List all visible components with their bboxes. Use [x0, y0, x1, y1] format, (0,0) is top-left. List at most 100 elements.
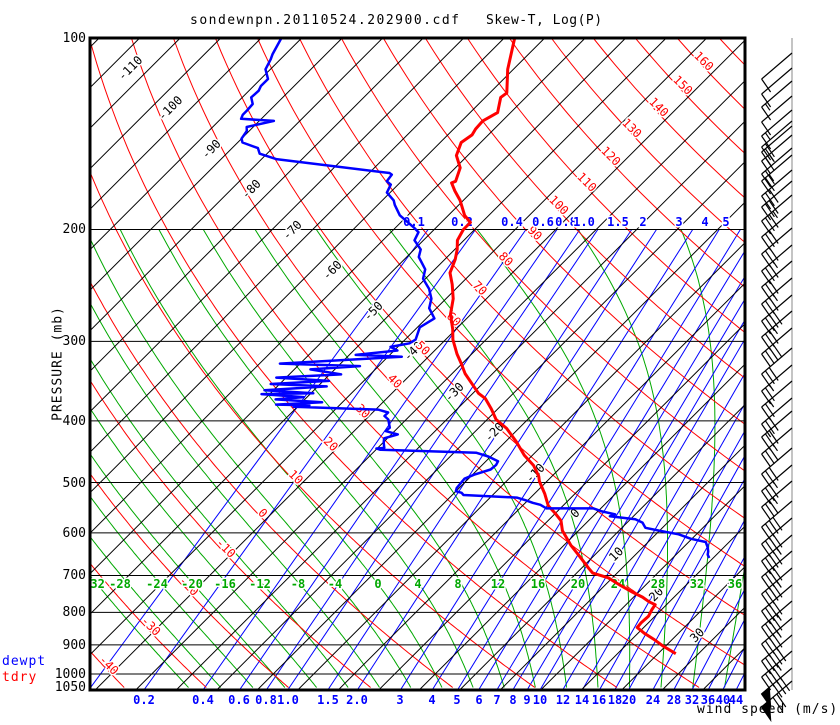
- svg-text:30: 30: [353, 401, 373, 421]
- svg-text:1.5: 1.5: [317, 693, 339, 707]
- svg-text:0: 0: [374, 577, 381, 591]
- mixing-ratio-lines: [90, 229, 745, 690]
- svg-text:36: 36: [728, 577, 742, 591]
- moist-adiabat-lines: [90, 229, 745, 688]
- svg-text:70: 70: [470, 278, 490, 298]
- svg-text:200: 200: [63, 222, 86, 237]
- svg-text:20: 20: [622, 693, 636, 707]
- svg-text:-80: -80: [239, 177, 264, 202]
- svg-text:28: 28: [651, 577, 665, 591]
- svg-text:4: 4: [414, 577, 421, 591]
- svg-text:44: 44: [729, 693, 743, 707]
- svg-text:0.4: 0.4: [192, 693, 214, 707]
- svg-text:6: 6: [475, 693, 482, 707]
- svg-text:9: 9: [523, 693, 530, 707]
- svg-text:130: 130: [619, 116, 644, 141]
- moist-adiabat-labels: -32 -28 -24 -20 -16 -12 -8 -4 0 4 8 12 16 20 24 28 32 36: [83, 576, 744, 593]
- svg-text:1000: 1000: [55, 667, 86, 682]
- svg-text:5: 5: [453, 693, 460, 707]
- pressure-grid-lines: [90, 229, 745, 675]
- svg-text:14: 14: [575, 693, 589, 707]
- svg-text:700: 700: [63, 568, 86, 583]
- svg-text:100: 100: [546, 193, 571, 218]
- bottom-axis-labels: 0.2 0.4 0.6 0.8 1.0 1.5 2.0 3 4 5 6 7 8 9 10 12 14 16 18 20…: [133, 693, 743, 707]
- svg-text:40: 40: [385, 371, 405, 391]
- svg-text:10: 10: [533, 693, 547, 707]
- svg-text:12: 12: [491, 577, 505, 591]
- svg-text:12: 12: [556, 693, 570, 707]
- svg-text:-70: -70: [280, 218, 305, 243]
- svg-text:0.6: 0.6: [228, 693, 250, 707]
- svg-text:18: 18: [608, 693, 622, 707]
- svg-text:4: 4: [701, 215, 708, 229]
- svg-text:40: 40: [716, 693, 730, 707]
- svg-text:900: 900: [63, 638, 86, 653]
- plot-border: [88, 36, 747, 692]
- mixing-ratio-top-labels: 0.1 0.2 0.4 0.6 0.81.0 1.5 2 3 4 5: [402, 214, 731, 231]
- svg-text:0.1: 0.1: [403, 215, 425, 229]
- svg-text:0.8: 0.8: [255, 693, 277, 707]
- svg-text:-16: -16: [214, 577, 236, 591]
- svg-text:24: 24: [646, 693, 660, 707]
- svg-text:1.5: 1.5: [607, 215, 629, 229]
- svg-text:16: 16: [531, 577, 545, 591]
- svg-text:32: 32: [690, 577, 704, 591]
- svg-text:-20: -20: [181, 577, 203, 591]
- svg-text:28: 28: [667, 693, 681, 707]
- svg-text:-28: -28: [109, 577, 131, 591]
- svg-text:100: 100: [63, 31, 86, 46]
- svg-text:20: 20: [321, 434, 341, 454]
- svg-text:16: 16: [592, 693, 606, 707]
- svg-text:3: 3: [396, 693, 403, 707]
- svg-text:8: 8: [454, 577, 461, 591]
- svg-text:36: 36: [701, 693, 715, 707]
- chart-title: sondewnpn.20110524.202900.cdf: [190, 13, 461, 28]
- svg-text:-32: -32: [83, 577, 105, 591]
- svg-text:110: 110: [574, 170, 599, 195]
- svg-text:-50: -50: [361, 299, 386, 324]
- svg-text:60: 60: [444, 309, 464, 329]
- svg-text:0.2: 0.2: [133, 693, 155, 707]
- svg-text:160: 160: [691, 49, 716, 74]
- svg-text:2.0: 2.0: [346, 693, 368, 707]
- svg-text:-12: -12: [249, 577, 271, 591]
- svg-text:-90: -90: [199, 137, 224, 162]
- chart-subtitle: Skew-T, Log(P): [486, 13, 603, 28]
- svg-text:-8: -8: [291, 577, 305, 591]
- tdry-curve: [448, 38, 677, 655]
- svg-text:1.0: 1.0: [573, 215, 595, 229]
- wind-speed-axis-label: wind speed (m/s): [697, 702, 839, 717]
- svg-text:0.4: 0.4: [501, 215, 523, 229]
- svg-text:-24: -24: [146, 577, 168, 591]
- svg-text:80: 80: [496, 249, 516, 269]
- svg-text:500: 500: [63, 476, 86, 491]
- legend-tdry: tdry: [2, 670, 38, 685]
- svg-text:-4: -4: [328, 577, 342, 591]
- svg-text:140: 140: [646, 95, 671, 120]
- svg-text:1050: 1050: [55, 680, 86, 695]
- svg-text:800: 800: [63, 605, 86, 620]
- dewpt-curve: [239, 38, 711, 559]
- svg-text:0.6: 0.6: [532, 215, 554, 229]
- svg-text:2: 2: [639, 215, 646, 229]
- svg-text:-10: -10: [213, 536, 238, 561]
- svg-text:-20: -20: [482, 420, 507, 445]
- svg-text:8: 8: [509, 693, 516, 707]
- svg-text:7: 7: [493, 693, 500, 707]
- svg-text:0.8: 0.8: [555, 215, 577, 229]
- svg-text:5: 5: [722, 215, 729, 229]
- legend-dewpt: dewpt: [2, 654, 47, 669]
- svg-text:10: 10: [286, 467, 306, 487]
- svg-text:20: 20: [571, 577, 585, 591]
- svg-text:-60: -60: [320, 258, 345, 283]
- svg-text:400: 400: [63, 414, 86, 429]
- svg-text:3: 3: [675, 215, 682, 229]
- svg-text:4: 4: [428, 693, 435, 707]
- svg-text:300: 300: [63, 334, 86, 349]
- svg-text:32: 32: [685, 693, 699, 707]
- svg-text:1.0: 1.0: [277, 693, 299, 707]
- svg-text:30: 30: [687, 625, 707, 645]
